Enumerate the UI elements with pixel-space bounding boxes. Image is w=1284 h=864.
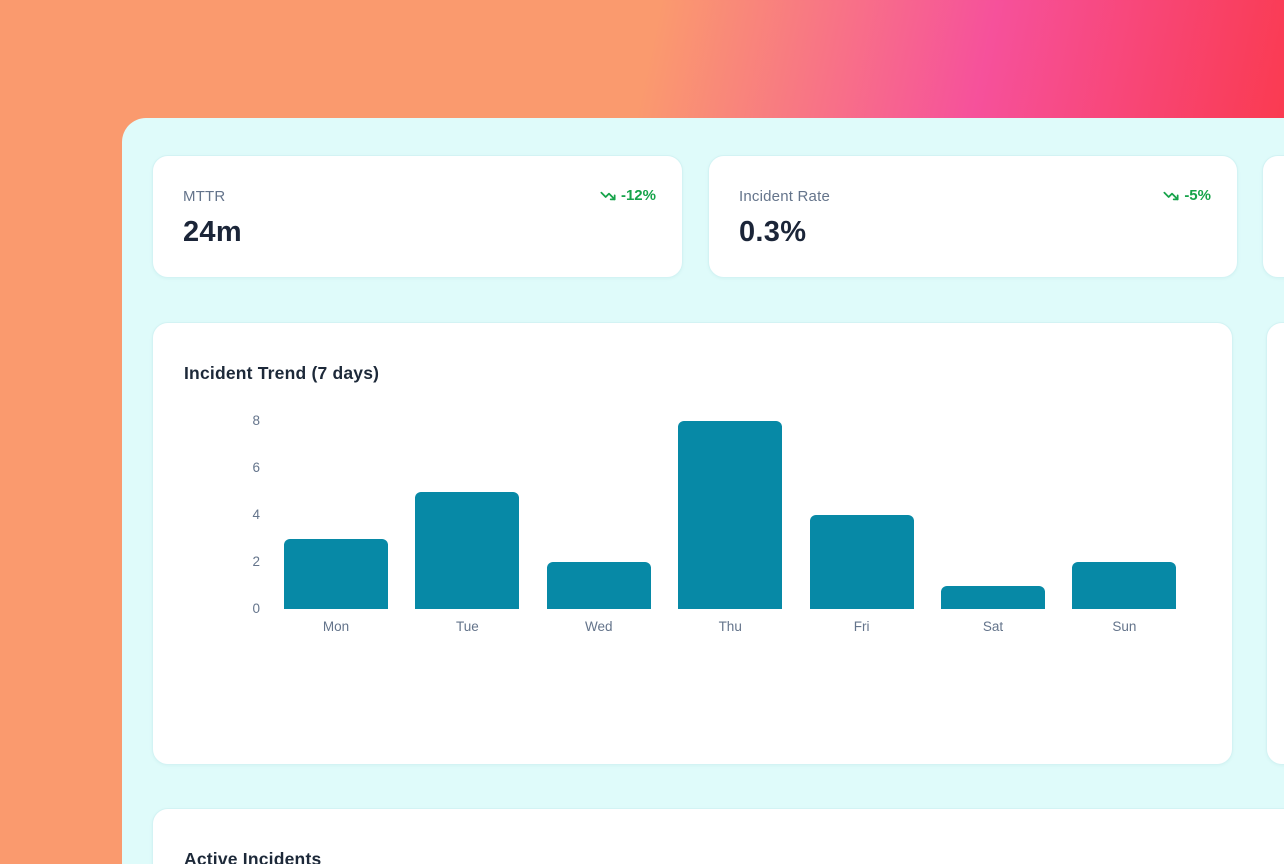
incident-trend-card: Incident Trend (7 days) 0 2 4 6 8 Mon Tue Wed Th… [152, 322, 1233, 765]
x-tick-label: Fri [853, 619, 870, 634]
stat-value: 24m [183, 216, 242, 248]
stat-trend-value: -12% [620, 187, 656, 204]
stat-label: MTTR [183, 188, 226, 205]
bar-mon[interactable] [284, 538, 388, 609]
trending-down-icon [600, 188, 616, 204]
stat-label: Incident Rate [739, 188, 830, 205]
y-tick-label: 8 [252, 413, 260, 428]
y-tick-label: 6 [252, 460, 260, 475]
incidents-title: Active Incidents [184, 849, 322, 864]
bar-sun[interactable] [1072, 562, 1177, 609]
side-card-partial [1266, 322, 1284, 765]
y-tick-label: 2 [252, 554, 260, 569]
active-incidents-card: Active Incidents [152, 808, 1284, 864]
x-tick-label: Thu [718, 619, 742, 634]
x-tick-label: Mon [322, 619, 350, 634]
trending-down-icon [1163, 188, 1179, 204]
stat-value: 0.3% [739, 216, 807, 248]
stat-card-mttr: MTTR 24m -12% [152, 155, 683, 278]
bar-wed[interactable] [546, 562, 651, 609]
stat-trend-badge: -12% [600, 187, 656, 204]
stat-card-incident-rate: Incident Rate 0.3% -5% [708, 155, 1238, 278]
bar-tue[interactable] [415, 491, 520, 609]
stat-trend-value: -5% [1184, 187, 1211, 204]
x-tick-label: Sat [982, 619, 1004, 634]
stat-trend-badge: -5% [1163, 187, 1211, 204]
x-tick-label: Wed [585, 619, 613, 634]
incident-trend-bar-chart: 0 2 4 6 8 Mon Tue Wed Thu Fri Sat Sun [153, 323, 1232, 764]
bar-thu[interactable] [678, 421, 783, 609]
dashboard-panel: MTTR 24m -12% Incident Rate 0.3% -5% [122, 118, 1284, 864]
y-tick-label: 0 [252, 601, 260, 616]
y-tick-label: 4 [252, 507, 260, 522]
chart-title: Incident Trend (7 days) [184, 363, 380, 383]
x-tick-label: Sun [1112, 619, 1137, 634]
bar-sat[interactable] [941, 585, 1045, 609]
bar-fri[interactable] [809, 515, 914, 609]
stat-card-partial [1262, 155, 1284, 278]
x-tick-label: Tue [456, 619, 479, 634]
